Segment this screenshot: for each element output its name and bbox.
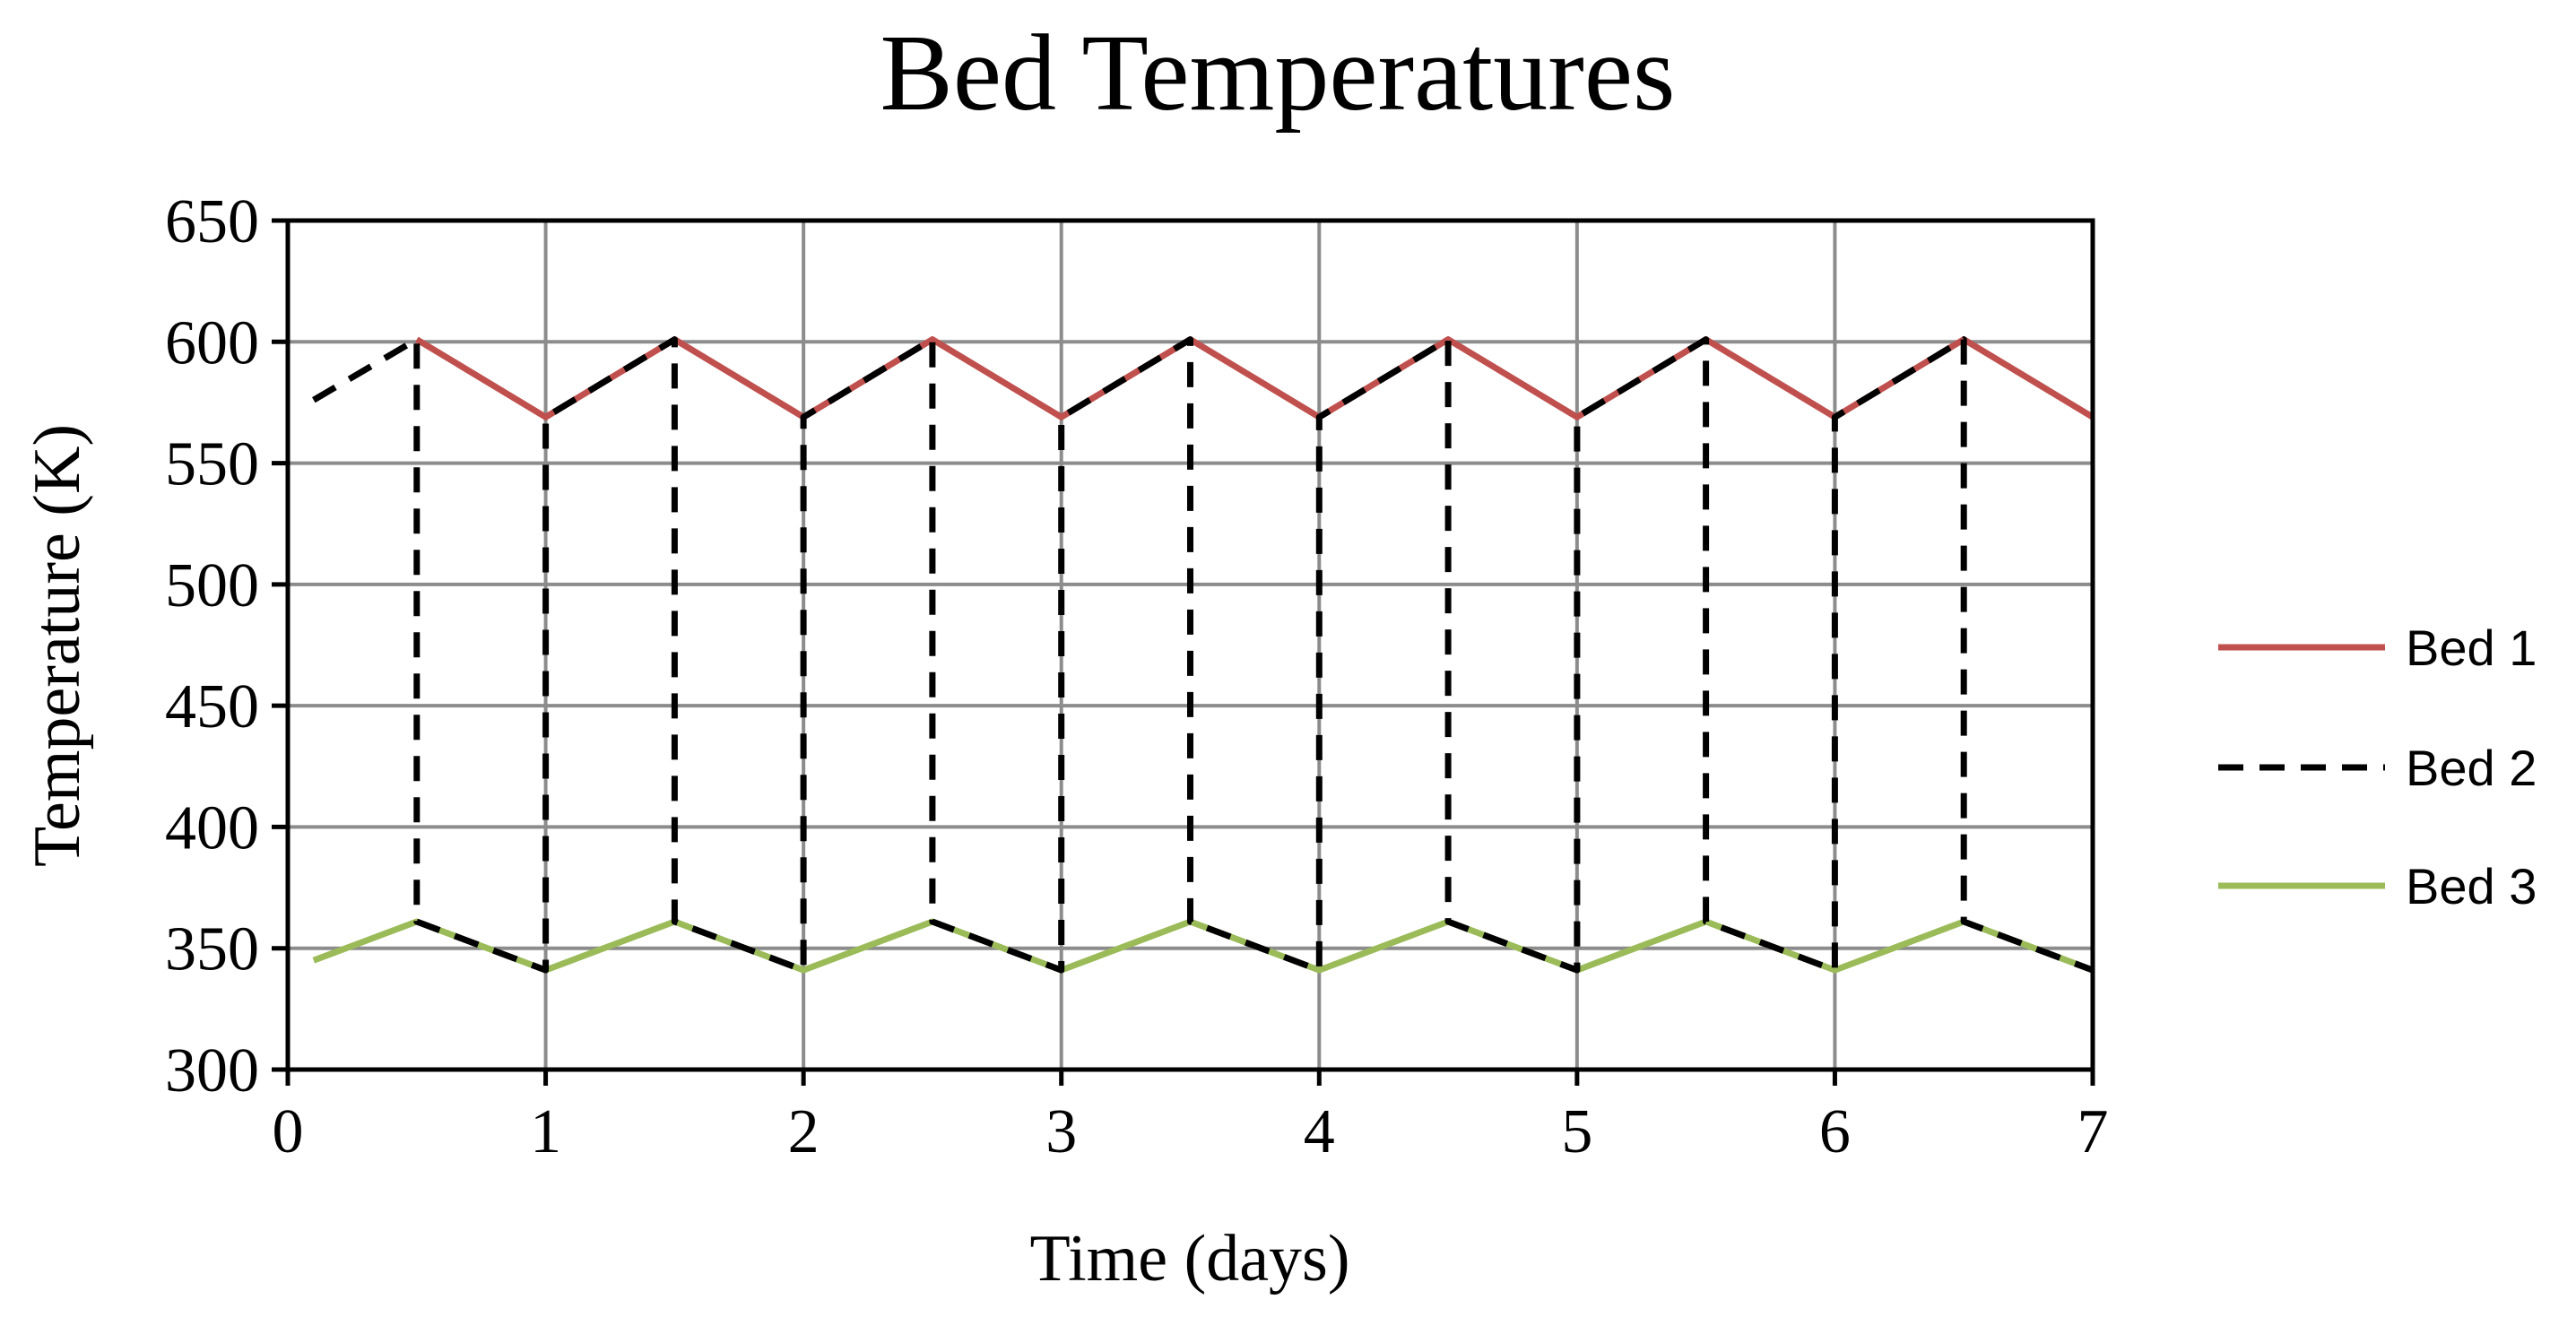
y-tick-label: 350 [165,915,259,984]
x-tick-label: 0 [273,1097,304,1166]
y-tick-label: 500 [165,551,259,620]
plot-frame [285,218,2095,1072]
legend: Bed 1 Bed 2 Bed 3 [2218,620,2537,914]
legend-label: Bed 1 [2406,620,2537,676]
x-tick-label: 3 [1045,1097,1077,1166]
x-tick-label: 6 [1819,1097,1851,1166]
y-tick-label: 450 [165,672,259,741]
y-tick-label: 550 [165,430,259,499]
x-tick-label: 1 [530,1097,561,1166]
series-line-bed-3 [312,918,2095,974]
x-axis-label: Time (days) [1030,1222,1350,1295]
x-tick-label: 2 [788,1097,820,1166]
y-axis-ticks: 300 350 400 450 500 550 600 650 [165,187,288,1105]
chart-title: Bed Temperatures [880,13,1676,134]
series-line-bed-2 [312,336,2095,974]
x-axis-ticks: 0 1 2 3 4 5 6 7 [273,1070,2109,1166]
y-axis-label: Temperature (K) [21,424,94,867]
series-line-bed-1 [414,336,2095,420]
y-tick-label: 400 [165,793,259,862]
series-layer [312,336,2095,974]
y-tick-label: 650 [165,187,259,256]
grid-lines [286,219,2095,1071]
legend-label: Bed 3 [2406,858,2537,914]
x-tick-label: 5 [1561,1097,1592,1166]
x-tick-label: 7 [2077,1097,2109,1166]
y-tick-label: 600 [165,308,259,377]
y-tick-label: 300 [165,1036,259,1105]
legend-label: Bed 2 [2406,740,2537,796]
x-tick-label: 4 [1304,1097,1335,1166]
